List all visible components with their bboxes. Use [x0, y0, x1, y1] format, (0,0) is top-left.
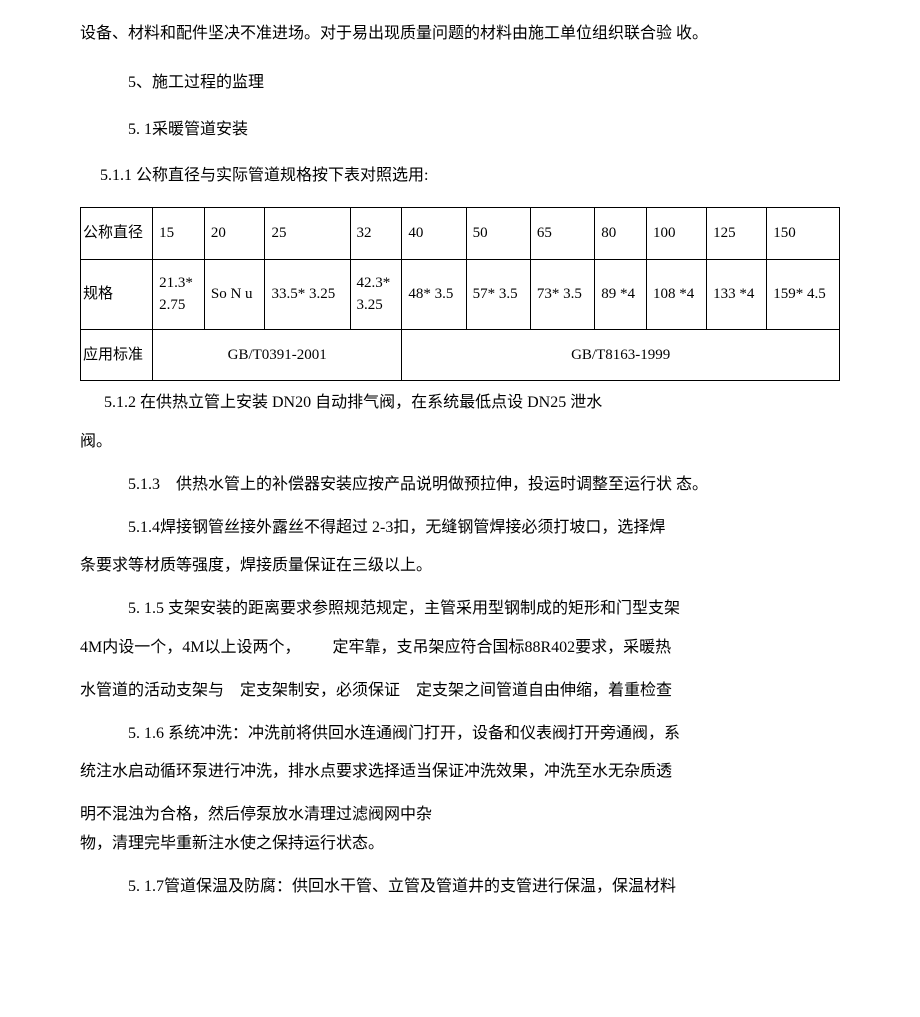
section-5-1-4-line1: 5.1.4焊接钢管丝接外露丝不得超过 2-3扣，无缝钢管焊接必须打坡口，选择焊 [80, 514, 840, 543]
intro-paragraph: 设备、材料和配件坚决不准进场。对于易出现质量问题的材料由施工单位组织联合验 收。 [80, 20, 840, 49]
cell: 133 *4 [707, 259, 767, 329]
cell: 42.3* 3.25 [350, 259, 402, 329]
section-5-1-heading: 5. 1采暖管道安装 [80, 116, 840, 145]
cell: 73* 3.5 [530, 259, 594, 329]
table-row: 规格 21.3* 2.75 So N u 33.5* 3.25 42.3* 3.… [81, 259, 840, 329]
cell: 159* 4.5 [767, 259, 840, 329]
section-5-1-7: 5. 1.7管道保温及防腐：供回水干管、立管及管道井的支管进行保温，保温材料 [80, 873, 840, 902]
section-5-1-6-line1: 5. 1.6 系统冲洗：冲洗前将供回水连通阀门打开，设备和仪表阀打开旁通阀，系 [80, 720, 840, 749]
cell: 40 [402, 208, 466, 260]
cell: 21.3* 2.75 [153, 259, 205, 329]
cell: 33.5* 3.25 [265, 259, 350, 329]
section-5-heading: 5、施工过程的监理 [80, 69, 840, 98]
section-5-1-2-line1: 5.1.2 在供热立管上安装 DN20 自动排气阀，在系统最低点设 DN25 泄… [80, 389, 840, 418]
cell: 20 [204, 208, 265, 260]
section-5-1-5-line2: 4M内设一个，4M以上设两个， 定牢靠，支吊架应符合国标88R402要求，采暖热 [80, 634, 840, 663]
section-5-1-6-line4: 物，清理完毕重新注水使之保持运行状态。 [80, 830, 840, 859]
cell: 65 [530, 208, 594, 260]
section-5-1-4-line2: 条要求等材质等强度，焊接质量保证在三级以上。 [80, 552, 840, 581]
section-5-1-6-line3: 明不混浊为合格，然后停泵放水清理过滤阀网中杂 [80, 801, 840, 830]
section-5-1-2-line2: 阀。 [80, 428, 840, 457]
section-5-1-3: 5.1.3 供热水管上的补偿器安装应按产品说明做预拉伸，投运时调整至运行状 态。 [80, 471, 840, 500]
cell: So N u [204, 259, 265, 329]
cell: 48* 3.5 [402, 259, 466, 329]
section-5-1-5-line1: 5. 1.5 支架安装的距离要求参照规范规定，主管采用型钢制成的矩形和门型支架 [80, 595, 840, 624]
cell: 25 [265, 208, 350, 260]
section-5-1-1: 5.1.1 公称直径与实际管道规格按下表对照选用: [100, 162, 840, 191]
standard-cell-2: GB/T8163-1999 [402, 329, 840, 381]
cell: 15 [153, 208, 205, 260]
cell: 89 *4 [595, 259, 647, 329]
row-header: 规格 [81, 259, 153, 329]
cell: 32 [350, 208, 402, 260]
cell: 125 [707, 208, 767, 260]
table-row: 公称直径 15 20 25 32 40 50 65 80 100 125 150 [81, 208, 840, 260]
row-header: 应用标准 [81, 329, 153, 381]
section-5-1-6-line2: 统注水启动循环泵进行冲洗，排水点要求选择适当保证冲洗效果，冲洗至水无杂质透 [80, 758, 840, 787]
row-header: 公称直径 [81, 208, 153, 260]
table-row: 应用标准 GB/T0391-2001 GB/T8163-1999 [81, 329, 840, 381]
cell: 100 [647, 208, 707, 260]
pipe-spec-table: 公称直径 15 20 25 32 40 50 65 80 100 125 150… [80, 207, 840, 381]
standard-cell-1: GB/T0391-2001 [153, 329, 402, 381]
cell: 108 *4 [647, 259, 707, 329]
cell: 80 [595, 208, 647, 260]
cell: 57* 3.5 [466, 259, 530, 329]
cell: 150 [767, 208, 840, 260]
cell: 50 [466, 208, 530, 260]
section-5-1-5-line3: 水管道的活动支架与 定支架制安，必须保证 定支架之间管道自由伸缩，着重检查 [80, 677, 840, 706]
